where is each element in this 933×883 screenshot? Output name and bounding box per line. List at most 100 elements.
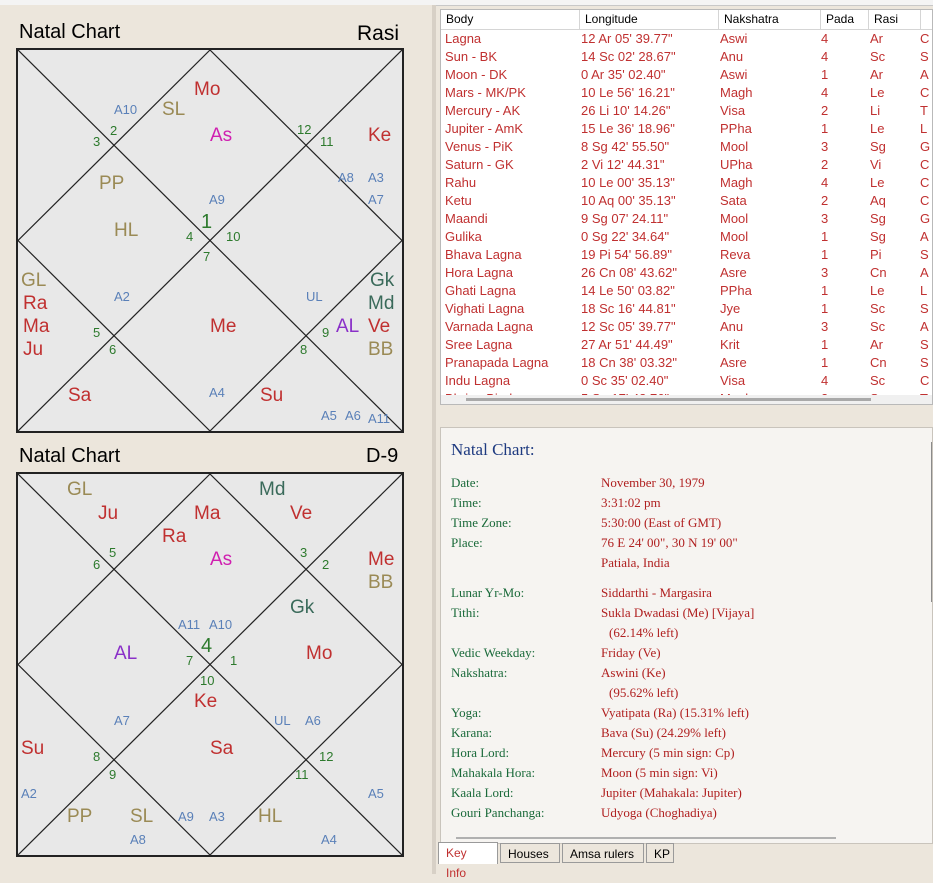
table-row[interactable]: Vighati Lagna 18 Sc 16' 44.81" Jye 1 Sc S — [441, 300, 932, 318]
table-cell: 26 Cn 08' 43.62" — [581, 265, 678, 280]
column-header[interactable] — [921, 10, 932, 29]
table-cell: Cn — [870, 265, 887, 280]
table-cell: 1 — [821, 283, 829, 298]
table-cell: Jye — [720, 301, 741, 316]
info-value: Moon (5 min sign: Vi) — [601, 765, 718, 780]
table-cell: Anu — [720, 319, 744, 334]
scrollbar-thumb[interactable] — [466, 398, 871, 401]
chart-label: Sa — [68, 385, 92, 406]
tab-key-info[interactable]: Key Info — [438, 842, 498, 880]
info-value: (62.14% left) — [609, 625, 679, 640]
tab-kp[interactable]: KP — [646, 843, 674, 863]
table-cell: 1 — [821, 121, 829, 136]
column-header[interactable]: Nakshatra — [719, 10, 821, 29]
table-row[interactable]: Venus - PiK 8 Sg 42' 55.50" Mool 3 Sg G — [441, 138, 932, 156]
table-row[interactable]: Jupiter - AmK 15 Le 36' 18.96" PPha 1 Le L — [441, 120, 932, 138]
splitter[interactable] — [432, 5, 436, 874]
chart-label: A11 — [368, 411, 391, 426]
table-cell: A — [920, 319, 929, 334]
table-row[interactable]: Maandi 9 Sg 07' 24.11" Mool 3 Sg G — [441, 210, 932, 228]
planet-table[interactable]: Body Longitude Nakshatra Pada Rasi Lagna 12 A… — [440, 9, 933, 405]
table-cell: 1 — [821, 67, 829, 82]
chart-label: As — [210, 549, 233, 570]
chart-label: 8 — [300, 342, 308, 357]
table-cell: 3 — [821, 139, 829, 154]
table-row[interactable]: Varnada Lagna 12 Sc 05' 39.77" Anu 3 Sc A — [441, 318, 932, 336]
info-label: Hora Lord: — [451, 745, 510, 760]
info-value: Sukla Dwadasi (Me) [Vijaya] — [601, 605, 755, 620]
table-row[interactable]: Moon - DK 0 Ar 35' 02.40" Aswi 1 Ar A — [441, 66, 932, 84]
info-value: 76 E 24' 00", 30 N 19' 00" — [601, 535, 738, 550]
table-row[interactable]: Ketu 10 Aq 00' 35.13" Sata 2 Aq C — [441, 192, 932, 210]
table-row[interactable]: Indu Lagna 0 Sc 35' 02.40" Visa 4 Sc C — [441, 372, 932, 390]
table-cell: 1 — [821, 229, 829, 244]
info-vertical-scrollbar[interactable] — [931, 442, 932, 602]
table-row[interactable]: Sun - BK 14 Sc 02' 28.67" Anu 4 Sc S — [441, 48, 932, 66]
table-row[interactable]: Mars - MK/PK 10 Le 56' 16.21" Magh 4 Le C — [441, 84, 932, 102]
info-label: Tithi: — [451, 605, 480, 620]
chart-label: 1 — [201, 211, 213, 233]
column-header[interactable]: Rasi — [869, 10, 921, 29]
table-row[interactable]: Rahu 10 Le 00' 35.13" Magh 4 Le C — [441, 174, 932, 192]
table-cell: Visa — [720, 373, 746, 388]
chart-label: 9 — [109, 767, 117, 782]
chart-label: 5 — [109, 545, 117, 560]
table-cell: 4 — [821, 85, 829, 100]
table-cell: S — [920, 337, 929, 352]
chart-label: A4 — [209, 385, 225, 400]
table-cell: L — [920, 283, 928, 298]
table-cell: 2 — [821, 103, 829, 118]
table-row[interactable]: Saturn - GK 2 Vi 12' 44.31" UPha 2 Vi C — [441, 156, 932, 174]
chart-label: Gk — [290, 597, 315, 618]
scrollbar-thumb[interactable] — [456, 837, 836, 839]
chart-label: Md — [368, 293, 395, 314]
column-header[interactable]: Body — [441, 10, 580, 29]
table-horizontal-scrollbar[interactable] — [441, 395, 932, 404]
table-row[interactable]: Pranapada Lagna 18 Cn 38' 03.32" Asre 1 Cn S — [441, 354, 932, 372]
chart-label: BB — [368, 572, 394, 593]
chart-label: Me — [368, 549, 395, 570]
info-value: (95.62% left) — [609, 685, 679, 700]
info-horizontal-scrollbar[interactable] — [441, 835, 932, 841]
info-label: Mahakala Hora: — [451, 765, 536, 780]
table-cell: 4 — [821, 175, 829, 190]
table-cell: S — [920, 301, 929, 316]
column-header[interactable]: Pada — [821, 10, 869, 29]
chart-label: A3 — [368, 170, 384, 185]
info-value: Udyoga (Choghadiya) — [601, 805, 717, 820]
navamsa-chart[interactable]: GL Md Ju Ma Ve Ra As 5 3 Me 6 2 BB Gk A11 A10 AL 4 Mo 7 1 10 K… — [16, 472, 404, 857]
table-cell: 15 Le 36' 18.96" — [581, 121, 675, 136]
table-row[interactable]: Mercury - AK 26 Li 10' 14.26" Visa 2 Li T — [441, 102, 932, 120]
chart-label: 4 — [201, 635, 213, 657]
table-cell: 10 Aq 00' 35.13" — [581, 193, 676, 208]
table-cell: Krit — [720, 337, 740, 352]
table-cell: 3 — [821, 265, 829, 280]
tab-amsa-rulers[interactable]: Amsa rulers — [562, 843, 644, 863]
chart-label: A2 — [114, 289, 130, 304]
info-label: Vedic Weekday: — [451, 645, 536, 660]
table-row[interactable]: Bhava Lagna 19 Pi 54' 56.89" Reva 1 Pi S — [441, 246, 932, 264]
table-row[interactable]: Sree Lagna 27 Ar 51' 44.49" Krit 1 Ar S — [441, 336, 932, 354]
table-cell: Aq — [870, 193, 886, 208]
info-label: Gouri Panchanga: — [451, 805, 545, 820]
info-title: Natal Chart: — [451, 440, 535, 459]
chart-label: Mo — [306, 643, 333, 664]
chart-label: 5 — [93, 325, 101, 340]
table-cell: Anu — [720, 49, 744, 64]
chart-label: 3 — [300, 545, 308, 560]
table-row[interactable]: Gulika 0 Sg 22' 34.64" Mool 1 Sg A — [441, 228, 932, 246]
table-cell: Bhava Lagna — [445, 247, 522, 262]
chart-label: SL — [162, 99, 186, 120]
chart-label: Ra — [23, 293, 48, 314]
table-header: Body Longitude Nakshatra Pada Rasi — [441, 10, 932, 30]
rasi-chart[interactable]: Mo SL A10 As 12 Ke 2 11 3 PP A8 A3 A7 A9 HL 1 4 10 7 GL Gk Ra… — [16, 48, 404, 433]
table-row[interactable]: Hora Lagna 26 Cn 08' 43.62" Asre 3 Cn A — [441, 264, 932, 282]
table-row[interactable]: Ghati Lagna 14 Le 50' 03.82" PPha 1 Le L — [441, 282, 932, 300]
tab-houses[interactable]: Houses — [500, 843, 560, 863]
d9-chart-title: Natal Chart — [19, 445, 121, 467]
column-header[interactable]: Longitude — [580, 10, 719, 29]
table-cell: 1 — [821, 355, 829, 370]
table-cell: 12 Ar 05' 39.77" — [581, 31, 673, 46]
table-cell: Venus - PiK — [445, 139, 513, 154]
table-row[interactable]: Lagna 12 Ar 05' 39.77" Aswi 4 Ar C — [441, 30, 932, 48]
